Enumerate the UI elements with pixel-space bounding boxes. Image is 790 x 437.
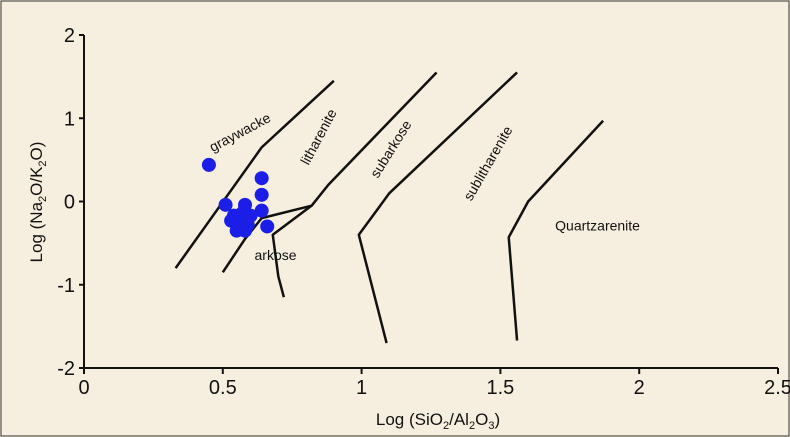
y-axis-title: Log (Na2O/K2O) xyxy=(27,142,49,263)
y-tick-label: 1 xyxy=(64,108,75,130)
data-point xyxy=(254,203,269,218)
y-tick-label: 0 xyxy=(64,192,75,214)
data-point xyxy=(238,223,253,238)
x-axis-title: Log (SiO2/Al2O3) xyxy=(376,410,500,432)
x-tick-group: 0 0.5 1 1.5 2 2.5 xyxy=(78,368,790,399)
data-points xyxy=(201,157,275,238)
y-tick-label: -1 xyxy=(57,275,75,297)
data-point xyxy=(260,219,275,234)
field-boundaries xyxy=(174,71,605,344)
field-boundary-line xyxy=(357,71,518,344)
field-label-arkose: arkose xyxy=(255,247,297,263)
x-tick-label: 0 xyxy=(78,377,89,399)
x-tick-label: 2 xyxy=(634,377,645,399)
data-point xyxy=(254,187,269,202)
x-tick-label: 0.5 xyxy=(209,377,237,399)
data-point xyxy=(254,171,269,186)
y-tick-label: -2 xyxy=(57,358,75,380)
y-tick-label: 2 xyxy=(64,25,75,47)
field-boundary-line xyxy=(221,71,438,273)
field-boundary-line xyxy=(507,119,605,341)
x-tick-label: 1 xyxy=(356,377,367,399)
field-boundary-line xyxy=(271,204,313,298)
field-label-quartzarenite: Quartzarenite xyxy=(555,218,640,234)
data-point xyxy=(218,197,233,212)
y-tick-group: 2 1 0 -1 -2 xyxy=(57,25,84,380)
field-boundary-line xyxy=(174,79,335,269)
x-tick-label: 1.5 xyxy=(486,377,514,399)
data-point xyxy=(201,157,216,172)
x-tick-label: 2.5 xyxy=(764,377,790,399)
